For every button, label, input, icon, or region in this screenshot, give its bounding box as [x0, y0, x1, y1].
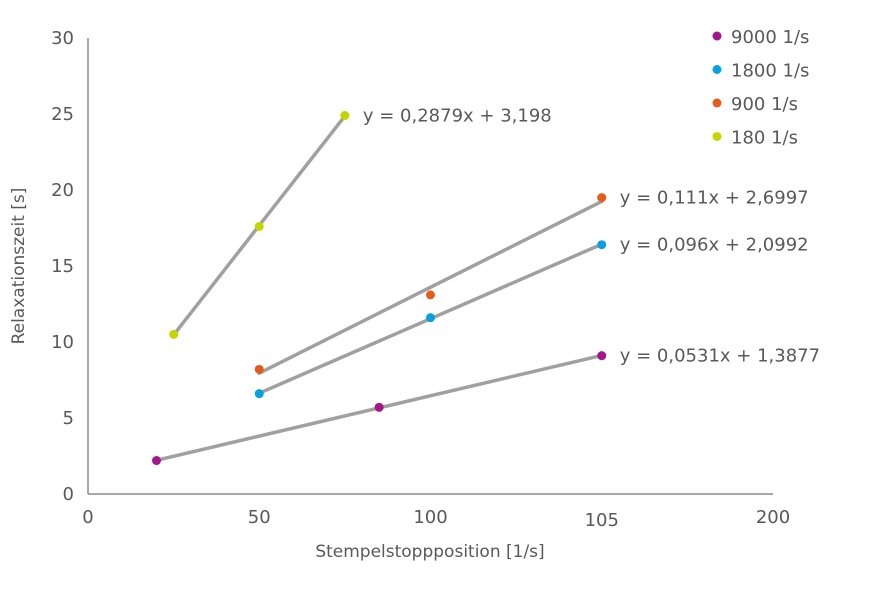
legend-label: 9000 1/s — [731, 27, 809, 48]
y-tick-label: 20 — [51, 180, 74, 201]
x-axis-title: Stempelstoppposition [1/s] — [315, 542, 544, 562]
y-tick-label: 25 — [51, 104, 74, 125]
y-tick-label: 15 — [51, 256, 74, 277]
legend: 9000 1/s 1800 1/s 900 1/s 180 1/s — [712, 27, 809, 149]
x-tick-label: 105 — [585, 510, 619, 531]
data-point — [169, 329, 179, 339]
trendline — [257, 199, 604, 375]
x-tick-label: 200 — [756, 507, 790, 528]
legend-item: 900 1/s — [712, 94, 798, 115]
trendline-equation-label: y = 0,0531x + 1,3877 — [620, 346, 820, 367]
x-tick-labels: 0 50 100 105 200 — [82, 507, 790, 531]
data-point — [374, 402, 384, 412]
trendline-equations: y = 0,0531x + 1,3877 y = 0,096x + 2,0992 y… — [363, 106, 820, 367]
trendline-equation-label: y = 0,096x + 2,0992 — [620, 235, 809, 256]
data-point — [597, 240, 607, 250]
y-tick-label: 5 — [63, 408, 74, 429]
x-tick-label: 100 — [413, 507, 447, 528]
data-point — [254, 221, 264, 231]
legend-item: 9000 1/s — [712, 27, 809, 48]
legend-label: 180 1/s — [731, 128, 798, 149]
axes — [87, 38, 773, 495]
legend-marker — [712, 65, 722, 74]
legend-marker — [712, 31, 722, 41]
legend-marker — [712, 98, 722, 108]
trendline-equation-label: y = 0,2879x + 3,198 — [363, 106, 552, 127]
data-points — [152, 111, 607, 466]
x-tick-label: 0 — [82, 507, 93, 528]
data-point — [254, 364, 264, 374]
data-point — [340, 111, 350, 121]
legend-item: 1800 1/s — [712, 61, 809, 82]
y-tick-labels: 0 5 10 15 20 25 30 — [51, 28, 74, 505]
data-point — [426, 313, 435, 323]
data-point — [254, 389, 264, 399]
y-tick-label: 10 — [51, 332, 74, 353]
data-point — [152, 456, 161, 466]
x-tick-label: 50 — [248, 507, 271, 528]
legend-marker — [712, 132, 722, 141]
legend-label: 900 1/s — [731, 94, 798, 115]
data-point — [597, 351, 607, 361]
data-point — [597, 193, 607, 203]
y-axis-title: Relaxationszeit [s] — [9, 188, 29, 345]
legend-label: 1800 1/s — [731, 61, 809, 82]
data-point — [426, 290, 435, 300]
legend-item: 180 1/s — [712, 128, 798, 149]
y-tick-label: 30 — [51, 28, 74, 49]
y-tick-label: 0 — [63, 484, 74, 505]
trendline-equation-label: y = 0,111x + 2,6997 — [620, 188, 809, 209]
